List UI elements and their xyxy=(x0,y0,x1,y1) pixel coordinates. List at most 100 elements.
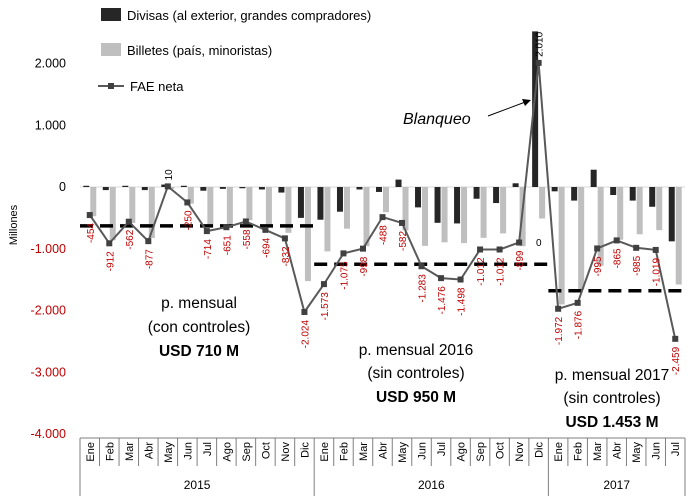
data-label: -877 xyxy=(144,249,155,269)
x-tick-label: Ene xyxy=(319,442,331,462)
y-tick-label: -3.000 xyxy=(31,365,66,379)
note-2017-line3: USD 1.453 M xyxy=(565,414,658,431)
bar-divisas xyxy=(571,187,578,201)
bar-billetes xyxy=(617,187,624,240)
note-2015: p. mensual (con controles) USD 710 M xyxy=(148,295,251,360)
data-label: -1.012 xyxy=(476,257,487,286)
y-axis-title: Millones xyxy=(8,204,20,245)
data-label: -562 xyxy=(125,229,136,249)
bar-billetes xyxy=(402,187,409,231)
bar-billetes xyxy=(187,187,194,204)
fae-point xyxy=(340,250,347,257)
fae-point xyxy=(106,240,113,247)
bar-divisas xyxy=(590,169,597,187)
x-tick-label: May xyxy=(631,442,643,463)
annotation-arrow xyxy=(487,100,529,117)
fae-point xyxy=(535,59,542,66)
bar-billetes xyxy=(636,187,643,235)
note-2017-line1: p. mensual 2017 xyxy=(555,367,670,384)
x-tick-label: Jul xyxy=(436,442,448,456)
data-label: -582 xyxy=(398,231,409,251)
data-label: -1.972 xyxy=(554,316,565,345)
data-label: -1.019 xyxy=(652,257,663,286)
x-tick-label: Mar xyxy=(592,442,604,461)
bar-billetes xyxy=(656,187,663,231)
bar-billetes xyxy=(500,187,507,234)
x-tick-label: Oct xyxy=(260,442,272,459)
x-tick-label: May xyxy=(163,442,175,463)
bar-billetes xyxy=(343,187,350,229)
data-label: -694 xyxy=(261,237,272,257)
bar-billetes xyxy=(363,187,370,247)
legend-marker-fae xyxy=(108,83,114,89)
fae-point xyxy=(242,218,249,225)
bar-divisas xyxy=(415,187,422,208)
bar-divisas xyxy=(668,187,675,242)
fae-point xyxy=(203,228,210,235)
bar-divisas xyxy=(551,187,558,192)
x-tick-label: Jun xyxy=(417,442,429,460)
x-tick-label: Abr xyxy=(143,442,155,459)
data-label: -1.075 xyxy=(339,261,350,290)
fae-point xyxy=(418,263,425,270)
data-label: -1.476 xyxy=(437,286,448,315)
bar-divisas xyxy=(336,187,343,212)
fae-point xyxy=(613,237,620,244)
data-label: -912 xyxy=(105,251,116,271)
x-tick-label: Mar xyxy=(124,442,136,461)
y-tick-label: -2.000 xyxy=(31,304,66,318)
fae-point xyxy=(496,246,503,253)
x-tick-label: Dic xyxy=(534,442,546,458)
note-2017-line2: (sin controles) xyxy=(563,390,660,407)
note-2016-line2: (sin controles) xyxy=(367,365,464,382)
legend: Divisas (al exterior, grandes compradore… xyxy=(98,8,371,94)
fae-line xyxy=(86,59,679,342)
data-label: -985 xyxy=(632,255,643,275)
fae-point xyxy=(320,281,327,288)
bar-billetes xyxy=(304,187,311,282)
x-tick-label: Ago xyxy=(221,442,233,462)
data-label: -2.459 xyxy=(671,346,682,375)
bar-divisas xyxy=(376,187,382,192)
x-tick-label: Feb xyxy=(338,442,350,461)
fae-point xyxy=(652,246,659,253)
annotation-arrowhead xyxy=(522,99,531,106)
bar-billetes xyxy=(129,187,136,223)
fae-point xyxy=(399,219,406,226)
fae-point xyxy=(125,218,132,225)
fae-point xyxy=(301,308,308,315)
note-2016-line1: p. mensual 2016 xyxy=(359,342,474,359)
fae-point xyxy=(633,244,640,251)
axes: 2.000 1.000 0 -1.000 -2.000 -3.000 -4.000 xyxy=(31,57,685,441)
bar-billetes xyxy=(461,187,468,244)
legend-label-divisas: Divisas (al exterior, grandes compradore… xyxy=(127,8,371,23)
bar-divisas xyxy=(395,179,402,187)
year-label: 2017 xyxy=(603,478,630,492)
data-label: -454 xyxy=(86,223,97,243)
bar-divisas xyxy=(473,187,480,199)
x-tick-label: Sep xyxy=(241,442,253,462)
bar-divisas xyxy=(239,187,246,189)
bar-divisas xyxy=(122,185,129,187)
bar-billetes xyxy=(675,187,682,285)
data-label: -1.876 xyxy=(574,310,585,339)
x-tick-label: May xyxy=(397,442,409,463)
x-tick-label: Abr xyxy=(612,442,624,459)
fae-point xyxy=(574,299,581,306)
x-tick-label: Mar xyxy=(358,442,370,461)
y-tick-label: 1.000 xyxy=(35,118,66,132)
fae-point xyxy=(379,214,386,221)
bar-divisas xyxy=(649,187,656,207)
bar-divisas xyxy=(278,187,285,193)
bar-divisas xyxy=(180,185,187,187)
legend-swatch-divisas xyxy=(101,8,121,21)
note-2016: p. mensual 2016 (sin controles) USD 950 … xyxy=(359,342,474,406)
label-zero-dic2016: 0 xyxy=(536,238,542,249)
data-label: 2.010 xyxy=(535,31,546,56)
note-2017: p. mensual 2017 (sin controles) USD 1.45… xyxy=(555,367,670,431)
bar-divisas xyxy=(512,183,519,187)
bar-divisas xyxy=(258,187,265,190)
bar-billetes xyxy=(148,187,155,239)
x-tick-label: Feb xyxy=(104,442,116,461)
bar-billetes xyxy=(207,187,214,228)
